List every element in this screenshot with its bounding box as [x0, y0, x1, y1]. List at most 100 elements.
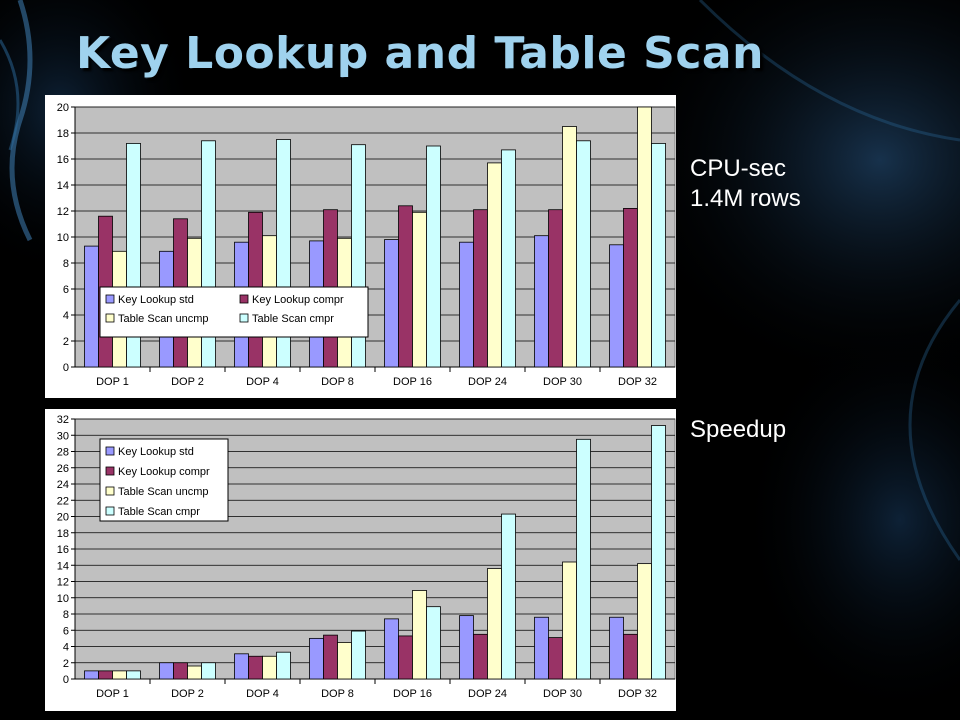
- cpu-y-tick-label: 14: [57, 180, 69, 192]
- speedup-y-tick-label: 28: [57, 447, 69, 459]
- cpu-bar: [548, 209, 563, 368]
- speedup-x-tick-label: DOP 30: [543, 688, 582, 700]
- cpu-y-tick-label: 18: [57, 128, 69, 140]
- speedup-bar: [187, 665, 202, 680]
- speedup-y-tick-label: 14: [57, 560, 69, 572]
- cpu-x-tick-label: DOP 30: [543, 376, 582, 388]
- speedup-bar: [398, 635, 413, 680]
- speedup-x-tick-label: DOP 32: [618, 688, 657, 700]
- cpu-legend-swatch: [105, 313, 115, 323]
- cpu-legend-swatch: [105, 294, 115, 304]
- cpu-y-tick-label: 6: [63, 284, 69, 296]
- speedup-legend-swatch: [105, 446, 115, 456]
- cpu-x-tick-label: DOP 24: [468, 376, 507, 388]
- speedup-y-tick-label: 16: [57, 544, 69, 556]
- speedup-label: Speedup: [690, 416, 787, 443]
- cpu-label-line1: CPU-sec: [690, 155, 787, 182]
- cpu-bar: [487, 162, 502, 368]
- speedup-bar: [323, 634, 338, 680]
- speedup-legend-label: Table Scan cmpr: [118, 506, 200, 518]
- speedup-bar: [426, 606, 441, 680]
- speedup-y-tick-label: 20: [57, 512, 69, 524]
- cpu-bar: [459, 241, 474, 368]
- speedup-y-tick-label: 8: [63, 609, 69, 621]
- cpu-bar: [651, 143, 666, 368]
- speedup-bar: [84, 670, 99, 680]
- speedup-bar: [112, 670, 127, 680]
- speedup-bar: [126, 670, 141, 680]
- cpu-bar: [412, 211, 427, 368]
- cpu-bar: [84, 245, 99, 368]
- speedup-y-tick-label: 24: [57, 479, 69, 491]
- speedup-legend: [99, 438, 229, 522]
- speedup-legend-swatch: [105, 506, 115, 516]
- cpu-legend-label: Table Scan cmpr: [252, 313, 334, 325]
- cpu-y-tick-label: 20: [57, 102, 69, 114]
- speedup-x-tick-label: DOP 1: [96, 688, 129, 700]
- cpu-legend-label: Table Scan uncmp: [118, 313, 209, 325]
- speedup-x-tick-label: DOP 4: [246, 688, 279, 700]
- speedup-y-tick-label: 12: [57, 577, 69, 589]
- cpu-y-tick-label: 16: [57, 154, 69, 166]
- speedup-bar: [201, 662, 216, 680]
- speedup-bar: [412, 590, 427, 680]
- cpu-legend-swatch: [239, 294, 249, 304]
- speedup-bar: [248, 655, 263, 680]
- cpu-bar: [637, 106, 652, 368]
- cpu-y-tick-label: 4: [63, 310, 69, 322]
- speedup-bar: [623, 633, 638, 680]
- cpu-legend-label: Key Lookup compr: [252, 294, 344, 306]
- speedup-y-tick-label: 22: [57, 495, 69, 507]
- speedup-bar: [562, 561, 577, 680]
- speedup-x-tick-label: DOP 2: [171, 688, 204, 700]
- speedup-legend-label: Table Scan uncmp: [118, 486, 209, 498]
- speedup-bar: [651, 425, 666, 680]
- cpu-bar: [426, 145, 441, 368]
- speedup-x-tick-label: DOP 16: [393, 688, 432, 700]
- cpu-bar: [576, 140, 591, 368]
- speedup-y-tick-label: 6: [63, 625, 69, 637]
- cpu-y-tick-label: 0: [63, 362, 69, 374]
- speedup-y-tick-label: 10: [57, 593, 69, 605]
- speedup-y-tick-label: 26: [57, 463, 69, 475]
- cpu-legend-label: Key Lookup std: [118, 294, 194, 306]
- cpu-bar: [623, 208, 638, 368]
- cpu-x-tick-label: DOP 8: [321, 376, 354, 388]
- speedup-bar: [459, 615, 474, 680]
- cpu-x-tick-label: DOP 1: [96, 376, 129, 388]
- cpu-label: CPU-sec 1.4M rows: [690, 154, 801, 214]
- cpu-chart-svg: 0 2 4 6 8 10 12 14 16 18 20 DOP 1 DOP 2 DOP 4 DOP 8 DOP…: [57, 102, 676, 388]
- cpu-bar: [562, 126, 577, 368]
- speedup-x-tick-label: DOP 24: [468, 688, 507, 700]
- speedup-bar: [276, 651, 291, 680]
- speedup-bar: [501, 513, 516, 680]
- speedup-y-tick-label: 32: [57, 414, 69, 426]
- speedup-bar: [473, 633, 488, 680]
- speedup-legend-label: Key Lookup std: [118, 446, 194, 458]
- cpu-x-tick-label: DOP 32: [618, 376, 657, 388]
- speedup-y-tick-label: 0: [63, 674, 69, 686]
- speedup-bar: [637, 563, 652, 680]
- cpu-x-tick-label: DOP 16: [393, 376, 432, 388]
- cpu-bar: [501, 149, 516, 368]
- cpu-legend: [99, 286, 369, 338]
- cpu-bar: [473, 209, 488, 368]
- speedup-bar: [576, 438, 591, 680]
- cpu-chart: 0 2 4 6 8 10 12 14 16 18 20 DOP 1 DOP 2 DOP 4 DOP 8 DOP…: [45, 95, 676, 398]
- speedup-bar: [262, 655, 277, 680]
- cpu-bar: [534, 235, 549, 368]
- speedup-bar: [337, 642, 352, 680]
- cpu-x-tick-label: DOP 4: [246, 376, 279, 388]
- cpu-x-tick-label: DOP 2: [171, 376, 204, 388]
- speedup-legend-swatch: [105, 486, 115, 496]
- speedup-legend-label: Key Lookup compr: [118, 466, 210, 478]
- speedup-legend-swatch: [105, 466, 115, 476]
- speedup-bar: [548, 637, 563, 680]
- speedup-bar: [98, 670, 113, 680]
- speedup-bar: [534, 616, 549, 680]
- cpu-bar: [398, 205, 413, 368]
- cpu-y-tick-label: 12: [57, 206, 69, 218]
- speedup-bar: [309, 637, 324, 680]
- cpu-bar: [384, 239, 399, 368]
